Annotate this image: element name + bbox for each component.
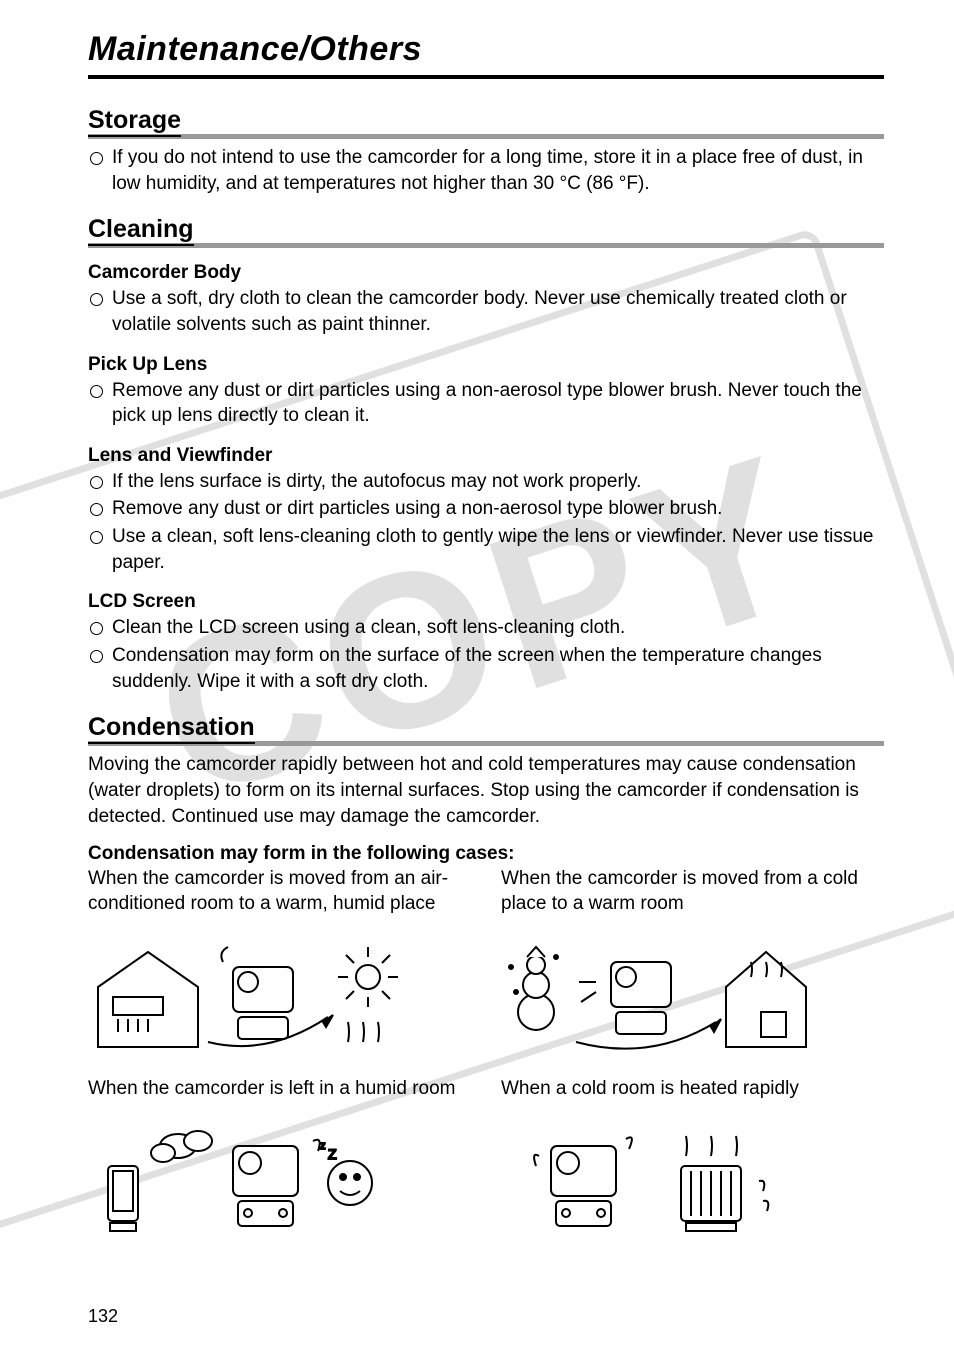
list-item: If the lens surface is dirty, the autofo…	[88, 469, 884, 495]
list-item: If you do not intend to use the camcorde…	[88, 145, 884, 196]
list-item: Clean the LCD screen using a clean, soft…	[88, 615, 884, 641]
case-text: When a cold room is heated rapidly	[501, 1077, 884, 1102]
list-item: Remove any dust or dirt particles using …	[88, 378, 884, 429]
subheading-lcd: LCD Screen	[88, 591, 884, 613]
list-item: Use a clean, soft lens-cleaning cloth to…	[88, 524, 884, 575]
section-heading-condensation: Condensation	[88, 710, 884, 746]
svg-text:z: z	[320, 1140, 326, 1152]
condensation-intro: Moving the camcorder rapidly between hot…	[88, 752, 884, 829]
cases-row-1: When the camcorder is moved from an air-…	[88, 867, 884, 1066]
subheading-lens-vf: Lens and Viewfinder	[88, 445, 884, 467]
case-illustration-ac-to-warm	[88, 927, 408, 1067]
case-text: When the camcorder is left in a humid ro…	[88, 1077, 471, 1102]
case-text: When the camcorder is moved from a cold …	[501, 867, 884, 916]
page-title: Maintenance/Others	[88, 30, 884, 79]
svg-text:Z: Z	[328, 1146, 337, 1162]
case-illustration-heated-rapidly	[501, 1111, 821, 1251]
pickup-lens-list: Remove any dust or dirt particles using …	[88, 378, 884, 429]
page-number: 132	[88, 1306, 118, 1327]
case-2: When the camcorder is moved from a cold …	[501, 867, 884, 1066]
subheading-camcorder-body: Camcorder Body	[88, 262, 884, 284]
case-text: When the camcorder is moved from an air-…	[88, 867, 471, 916]
case-3: When the camcorder is left in a humid ro…	[88, 1077, 471, 1252]
subheading-pickup-lens: Pick Up Lens	[88, 354, 884, 376]
case-4: When a cold room is heated rapidly	[501, 1077, 884, 1252]
list-item: Condensation may form on the surface of …	[88, 643, 884, 694]
subheading-cases: Condensation may form in the following c…	[88, 843, 884, 865]
case-1: When the camcorder is moved from an air-…	[88, 867, 471, 1066]
storage-list: If you do not intend to use the camcorde…	[88, 145, 884, 196]
page-content: Maintenance/Others Storage If you do not…	[0, 0, 954, 1291]
lens-vf-list: If the lens surface is dirty, the autofo…	[88, 469, 884, 576]
lcd-list: Clean the LCD screen using a clean, soft…	[88, 615, 884, 694]
case-illustration-cold-to-warm	[501, 927, 821, 1067]
list-item: Remove any dust or dirt particles using …	[88, 496, 884, 522]
camcorder-body-list: Use a soft, dry cloth to clean the camco…	[88, 286, 884, 337]
list-item: Use a soft, dry cloth to clean the camco…	[88, 286, 884, 337]
cases-row-2: When the camcorder is left in a humid ro…	[88, 1077, 884, 1252]
section-heading-storage: Storage	[88, 103, 884, 139]
case-illustration-humid-room: Z z	[88, 1111, 408, 1251]
section-heading-cleaning: Cleaning	[88, 212, 884, 248]
